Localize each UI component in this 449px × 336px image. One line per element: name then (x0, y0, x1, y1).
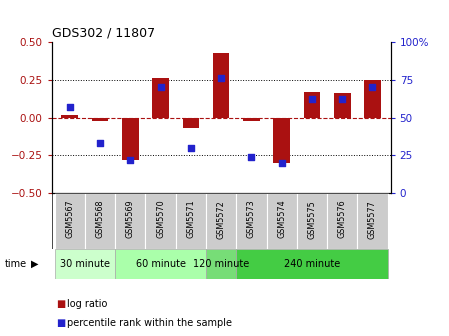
Point (248, 154, 255, 160)
Text: 240 minute: 240 minute (284, 259, 340, 269)
Text: GSM5570: GSM5570 (156, 200, 165, 239)
Point (369, 85, 376, 90)
Text: GSM5567: GSM5567 (65, 200, 74, 239)
Text: log ratio: log ratio (67, 299, 108, 309)
Bar (357, 193, 387, 249)
Bar (152, 78, 169, 118)
Bar (145, 193, 176, 249)
Text: GSM5568: GSM5568 (96, 200, 105, 238)
Point (187, 145, 194, 151)
Bar (176, 193, 206, 249)
Bar (115, 193, 145, 249)
Text: 120 minute: 120 minute (193, 259, 249, 269)
Text: GSM5576: GSM5576 (338, 200, 347, 239)
Text: GSM5569: GSM5569 (126, 200, 135, 239)
Bar (236, 193, 267, 249)
Bar (327, 193, 357, 249)
Bar (334, 93, 351, 118)
Bar (55, 249, 115, 279)
Text: 60 minute: 60 minute (136, 259, 185, 269)
Bar (206, 193, 236, 249)
Point (157, 85, 164, 90)
Text: GSM5577: GSM5577 (368, 200, 377, 239)
Bar (92, 118, 108, 121)
Point (66, 104, 73, 110)
Bar (85, 193, 115, 249)
Bar (206, 249, 236, 279)
Bar (236, 249, 387, 279)
Text: GSM5571: GSM5571 (186, 200, 195, 239)
Text: GSM5574: GSM5574 (277, 200, 286, 239)
Bar (304, 92, 320, 118)
Bar (183, 118, 199, 128)
Text: GSM5575: GSM5575 (308, 200, 317, 239)
Text: time: time (4, 259, 26, 269)
Bar (115, 249, 206, 279)
Point (127, 157, 134, 163)
Text: ■: ■ (56, 318, 66, 328)
Text: percentile rank within the sample: percentile rank within the sample (67, 318, 232, 328)
Bar (62, 115, 78, 118)
Text: ▶: ▶ (31, 259, 38, 269)
Point (339, 97, 346, 102)
Text: ■: ■ (56, 299, 66, 309)
Text: 30 minute: 30 minute (60, 259, 110, 269)
Bar (213, 53, 229, 118)
Bar (364, 80, 381, 118)
Bar (267, 193, 297, 249)
Bar (243, 118, 260, 121)
Text: GSM5573: GSM5573 (247, 200, 256, 239)
Text: GDS302 / 11807: GDS302 / 11807 (52, 27, 155, 39)
Point (97, 141, 104, 146)
Point (218, 76, 225, 81)
Text: GSM5572: GSM5572 (216, 200, 226, 239)
Bar (122, 118, 139, 160)
Point (278, 160, 285, 166)
Bar (297, 193, 327, 249)
Bar (55, 193, 85, 249)
Point (308, 97, 316, 102)
Bar (273, 118, 290, 163)
